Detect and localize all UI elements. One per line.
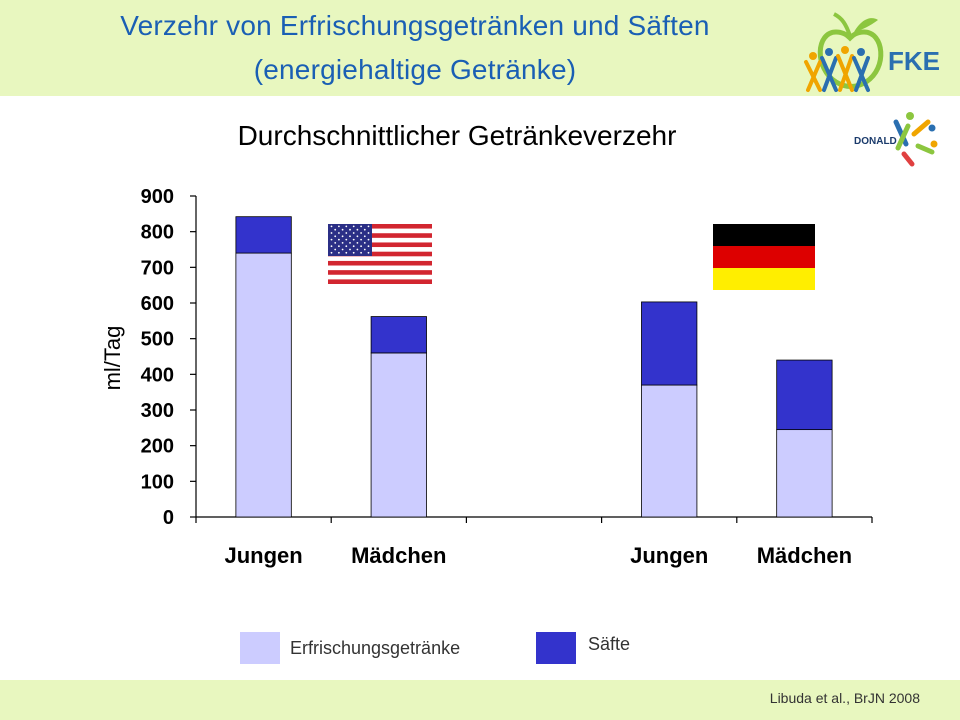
x-tick-label: Mädchen — [351, 543, 446, 568]
citation-text: Libuda et al., BrJN 2008 — [769, 690, 920, 706]
y-tick-label: 0 — [163, 507, 174, 529]
bar-segment-refreshment — [641, 384, 698, 518]
legend-swatch-refreshment — [240, 632, 280, 664]
x-tick-label: Jungen — [224, 543, 302, 568]
y-tick-label: 900 — [141, 186, 174, 208]
fke-logo-icon: FKE — [804, 12, 940, 92]
footer-banner: Libuda et al., BrJN 2008 — [0, 680, 960, 720]
slide-subtitle: (energiehaltige Getränke) — [253, 54, 577, 85]
chart-title: Durchschnittlicher Getränkeverzehr — [237, 120, 677, 151]
donald-logo-icon: DONALD — [854, 112, 938, 167]
fke-logo-text: FKE — [888, 46, 940, 76]
bar-segment-refreshment — [235, 252, 292, 518]
y-tick-label: 100 — [141, 471, 174, 493]
y-tick-label: 700 — [141, 257, 174, 279]
germany-flag-icon — [713, 224, 815, 290]
y-tick-label: 200 — [141, 436, 174, 458]
legend-swatch-juice — [536, 632, 576, 664]
bar-segment-refreshment — [776, 429, 833, 518]
y-tick-label: 500 — [141, 329, 174, 351]
usa-flag-icon — [328, 224, 432, 284]
bar-segment-juice — [776, 359, 833, 431]
y-tick-label: 400 — [141, 364, 174, 386]
x-tick-label: Jungen — [630, 543, 708, 568]
legend-label-refreshment: Erfrischungsgetränke — [290, 638, 461, 658]
header-banner: Verzehr von Erfrischungsgetränken und Sä… — [0, 0, 960, 96]
legend-label-juice: Säfte — [588, 634, 631, 654]
y-tick-label: 600 — [141, 293, 174, 315]
slide-title: Verzehr von Erfrischungsgetränken und Sä… — [120, 10, 710, 41]
y-axis-label: ml/Tag — [100, 326, 125, 391]
bar-segment-refreshment — [370, 352, 427, 518]
bar-segment-juice — [370, 316, 427, 354]
bar-segment-juice — [641, 301, 698, 386]
y-tick-label: 300 — [141, 400, 174, 422]
donald-logo-text: DONALD — [854, 136, 897, 147]
x-tick-label: Mädchen — [757, 543, 852, 568]
bar-segment-juice — [235, 216, 292, 254]
y-tick-label: 800 — [141, 222, 174, 244]
